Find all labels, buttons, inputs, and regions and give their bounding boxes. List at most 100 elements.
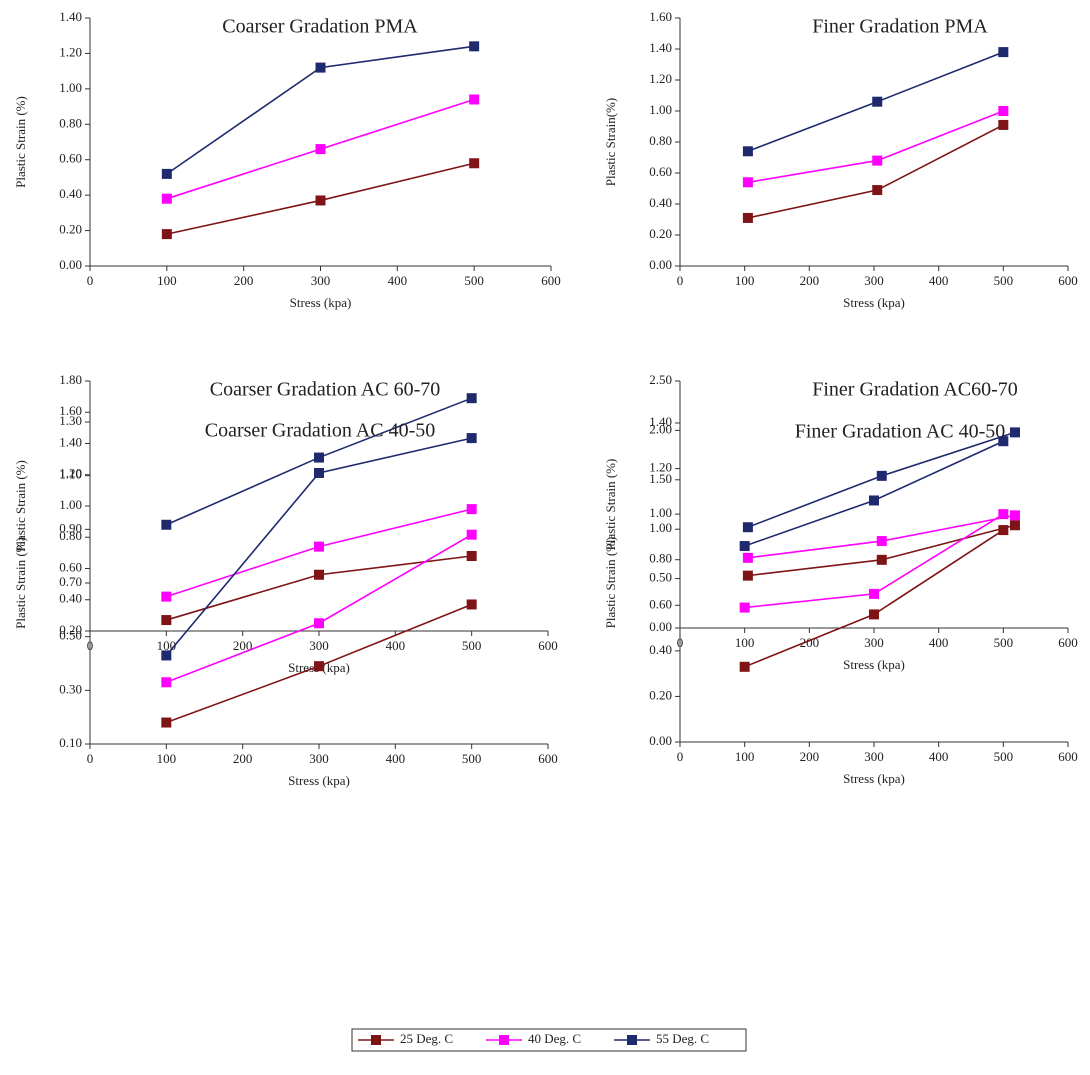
point-marker — [872, 155, 883, 166]
legend-label: 55 Deg. C — [656, 1031, 709, 1046]
point-marker — [161, 615, 172, 626]
x-tick-label: 400 — [929, 749, 949, 764]
chart-title: Finer Gradation PMA — [812, 16, 988, 38]
y-tick-label: 2.00 — [649, 421, 672, 436]
point-marker — [876, 554, 887, 565]
x-tick-label: 400 — [386, 638, 406, 653]
legend-swatch-marker — [627, 1035, 637, 1045]
x-tick-label: 400 — [929, 273, 949, 288]
point-marker — [314, 467, 324, 478]
y-tick-label: 0.20 — [649, 687, 672, 702]
point-marker — [876, 536, 887, 547]
x-tick-label: 600 — [1058, 635, 1078, 650]
x-tick-label: 500 — [462, 638, 482, 653]
point-marker — [876, 470, 887, 481]
y-tick-label: 1.00 — [59, 80, 82, 95]
y-tick-label: 1.40 — [649, 40, 672, 55]
point-marker — [469, 158, 480, 169]
x-tick-label: 300 — [309, 751, 329, 766]
y-tick-label: 0.40 — [59, 591, 82, 606]
point-marker — [314, 661, 324, 672]
y-tick-label: 2.50 — [649, 372, 672, 387]
y-tick-label: 1.60 — [649, 9, 672, 24]
point-marker — [466, 529, 477, 540]
point-marker — [872, 96, 883, 107]
x-axis-label: Stress (kpa) — [843, 295, 905, 310]
y-tick-label: 1.50 — [649, 471, 672, 486]
legend-label: 25 Deg. C — [400, 1031, 453, 1046]
x-tick-label: 0 — [87, 273, 94, 288]
y-tick-label: 1.00 — [649, 505, 672, 520]
x-tick-label: 400 — [929, 635, 949, 650]
point-marker — [869, 495, 879, 506]
y-axis-label: Plastic Strain (%) — [603, 459, 618, 551]
point-marker — [469, 94, 480, 105]
y-tick-label: 0.00 — [649, 257, 672, 272]
x-tick-label: 100 — [735, 635, 755, 650]
y-tick-label: 1.40 — [59, 434, 82, 449]
y-tick-label: 0.90 — [59, 520, 82, 535]
x-tick-label: 600 — [538, 638, 558, 653]
y-tick-label: 0.40 — [649, 195, 672, 210]
point-marker — [742, 177, 753, 188]
point-marker — [161, 591, 172, 602]
x-axis-label: Stress (kpa) — [843, 771, 905, 786]
point-marker — [998, 119, 1009, 130]
x-tick-label: 300 — [864, 749, 884, 764]
point-marker — [466, 393, 477, 404]
point-marker — [314, 618, 324, 629]
y-tick-label: 1.00 — [649, 102, 672, 117]
y-tick-label: 1.20 — [59, 466, 82, 481]
point-marker — [742, 552, 753, 563]
series-line — [166, 555, 472, 621]
series-line — [747, 110, 1004, 184]
x-axis-label: Stress (kpa) — [288, 773, 350, 788]
y-tick-label: 0.00 — [649, 619, 672, 634]
point-marker — [161, 168, 172, 179]
x-tick-label: 500 — [464, 273, 484, 288]
y-axis-label: Plastic Strain (%) — [603, 537, 618, 629]
point-marker — [869, 609, 879, 620]
y-tick-label: 1.10 — [59, 467, 82, 482]
point-marker — [739, 541, 750, 552]
x-tick-label: 100 — [735, 749, 755, 764]
x-tick-label: 200 — [800, 273, 820, 288]
y-tick-label: 1.20 — [649, 71, 672, 86]
y-tick-label: 0.60 — [59, 559, 82, 574]
y-tick-label: 0.80 — [649, 551, 672, 566]
point-marker — [742, 146, 753, 157]
point-marker — [1009, 510, 1020, 521]
point-marker — [314, 569, 324, 580]
x-tick-label: 500 — [462, 751, 482, 766]
y-tick-label: 1.20 — [59, 44, 82, 59]
y-tick-label: 1.20 — [649, 460, 672, 475]
legend-box — [351, 1028, 747, 1052]
y-tick-label: 0.00 — [59, 257, 82, 272]
y-tick-label: 0.60 — [649, 596, 672, 611]
chart-title: Finer Gradation AC60-70 — [812, 379, 1018, 401]
legend-swatch-marker — [371, 1035, 381, 1045]
y-tick-label: 0.20 — [59, 222, 82, 237]
y-tick-label: 0.50 — [59, 628, 82, 643]
point-marker — [315, 144, 326, 155]
y-axis-label: Plastic Strain (%) — [13, 96, 28, 188]
x-tick-label: 400 — [386, 751, 406, 766]
point-marker — [739, 602, 750, 613]
y-axis-label: Plastic Strain(%) — [603, 98, 618, 186]
point-marker — [314, 452, 324, 463]
y-tick-label: 0.80 — [59, 115, 82, 130]
point-marker — [998, 436, 1009, 447]
y-tick-label: 1.00 — [59, 497, 82, 512]
y-tick-label: 0.70 — [59, 574, 82, 589]
point-marker — [1009, 427, 1020, 438]
chart-title: Coarser Gradation AC 60-70 — [210, 379, 441, 401]
point-marker — [161, 650, 172, 661]
x-tick-label: 0 — [677, 749, 684, 764]
x-tick-label: 600 — [538, 751, 558, 766]
point-marker — [161, 717, 172, 728]
y-tick-label: 0.10 — [59, 735, 82, 750]
point-marker — [466, 433, 477, 444]
x-tick-label: 500 — [994, 273, 1014, 288]
x-axis-label: Stress (kpa) — [290, 295, 352, 310]
